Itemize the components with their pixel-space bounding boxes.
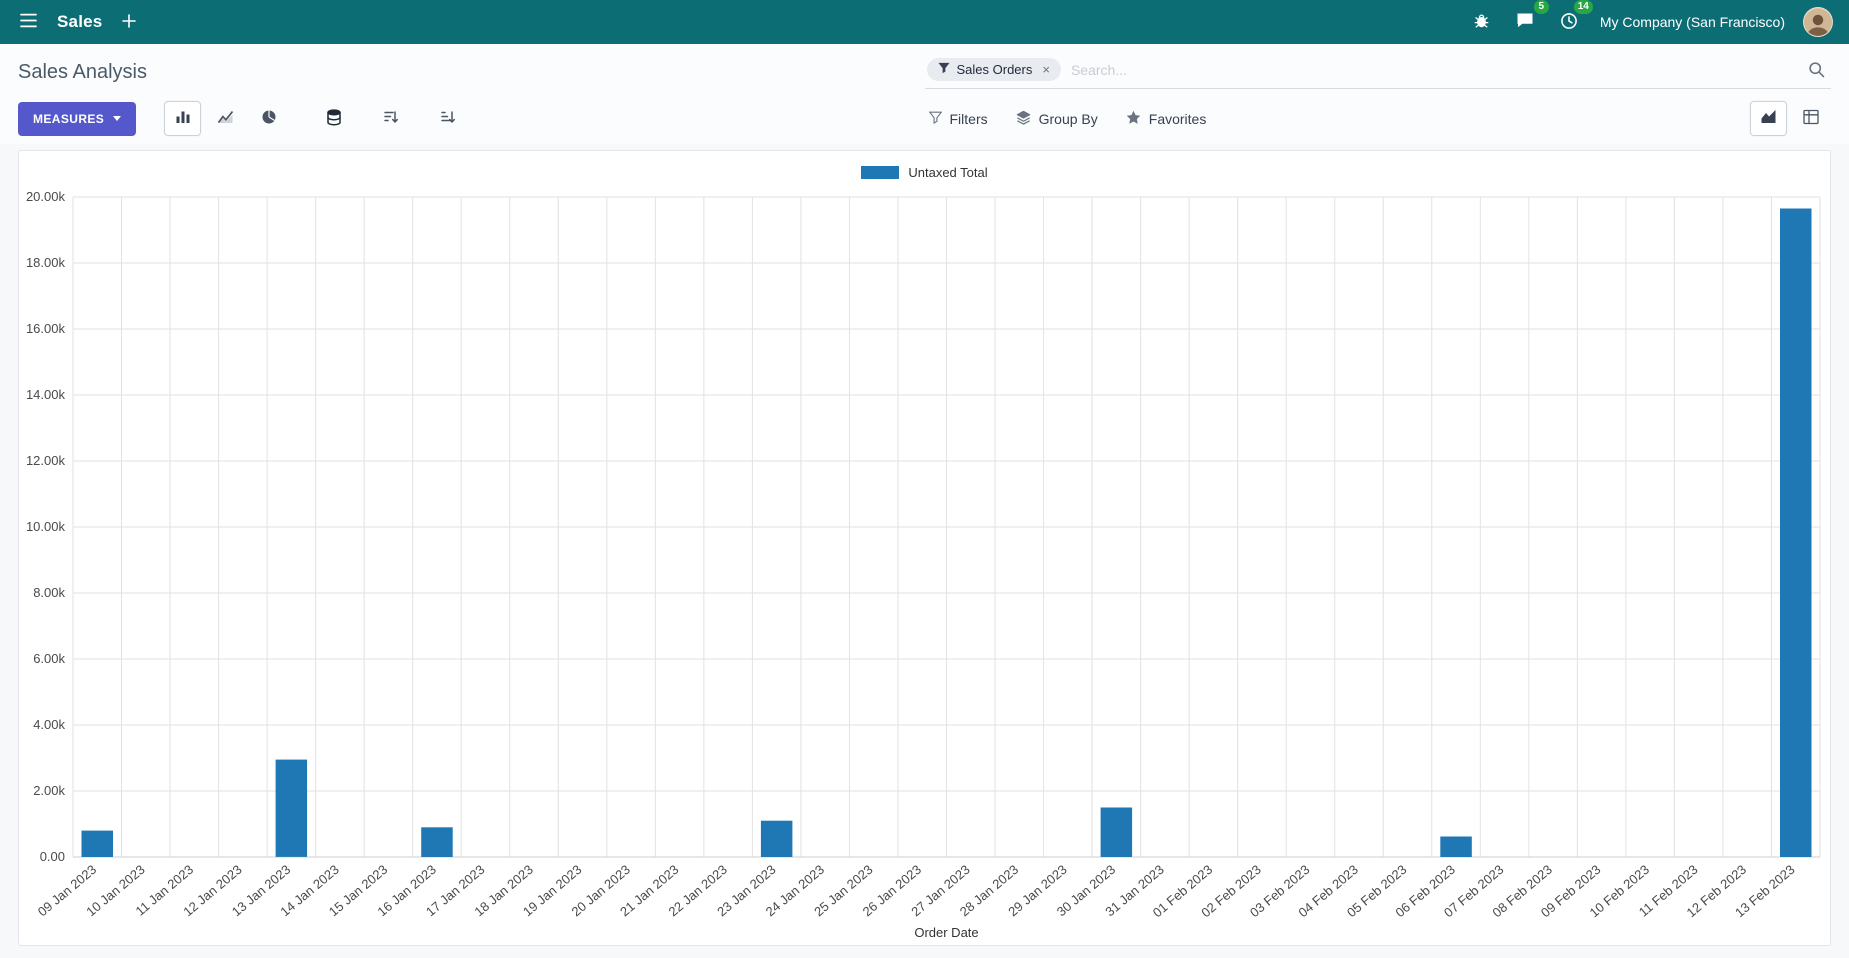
area-chart-icon — [1760, 109, 1777, 128]
svg-text:0.00: 0.00 — [40, 849, 65, 864]
svg-text:10.00k: 10.00k — [26, 519, 66, 534]
facet-remove-button[interactable]: × — [1042, 62, 1050, 77]
graph-view-button[interactable] — [1750, 101, 1787, 136]
svg-text:16.00k: 16.00k — [26, 321, 66, 336]
hamburger-menu-icon — [20, 13, 37, 31]
layers-icon — [1016, 110, 1031, 128]
filters-label: Filters — [949, 110, 988, 127]
group-by-menu-button[interactable]: Group By — [1016, 110, 1098, 128]
search-bar[interactable]: Sales Orders × — [924, 56, 1831, 89]
svg-text:Order Date: Order Date — [914, 925, 978, 940]
company-switcher[interactable]: My Company (San Francisco) — [1599, 14, 1785, 30]
app-name[interactable]: Sales — [57, 12, 103, 31]
bar-chart-view-button[interactable] — [164, 101, 202, 136]
svg-text:6.00k: 6.00k — [33, 651, 65, 666]
filters-menu-button[interactable]: Filters — [928, 110, 988, 127]
chat-bubble-icon — [1516, 12, 1534, 32]
caret-down-icon — [113, 116, 122, 121]
star-icon — [1126, 110, 1141, 128]
top-navbar: Sales 5 14 My C — [0, 0, 1849, 44]
measures-label: MEASURES — [33, 111, 105, 126]
sort-descending-icon — [383, 109, 399, 128]
legend-swatch — [861, 165, 900, 179]
apps-menu-button[interactable] — [16, 9, 41, 35]
search-input[interactable] — [1070, 61, 1798, 78]
funnel-icon — [937, 62, 950, 77]
filters-funnel-icon — [928, 111, 942, 127]
group-by-label: Group By — [1038, 110, 1098, 127]
page-title: Sales Analysis — [18, 61, 147, 83]
search-facet: Sales Orders × — [926, 58, 1061, 81]
measures-button[interactable]: MEASURES — [18, 101, 137, 136]
svg-text:14.00k: 14.00k — [26, 387, 66, 402]
pivot-table-icon — [1802, 109, 1819, 128]
avatar-image — [1804, 9, 1832, 36]
svg-text:4.00k: 4.00k — [33, 717, 65, 732]
new-window-button[interactable] — [118, 10, 140, 35]
chart-card: Untaxed Total 0.00 2.00k 4.00k 6.00k 8.00k 10… — [18, 150, 1831, 946]
chart-legend[interactable]: Untaxed Total — [19, 159, 1830, 185]
search-facet-label: Sales Orders — [956, 62, 1033, 77]
bar-chart[interactable]: 0.00 2.00k 4.00k 6.00k 8.00k 10.00k 12.00k 14.0… — [19, 185, 1830, 945]
debug-button[interactable] — [1469, 8, 1494, 36]
svg-text:18.00k: 18.00k — [26, 255, 66, 270]
sort-ascending-icon — [440, 109, 456, 128]
line-chart-icon — [217, 109, 234, 128]
pie-chart-icon — [261, 109, 277, 128]
messages-count-badge: 5 — [1533, 0, 1549, 14]
control-panel: Sales Analysis Sales Orders × MEASURES — [0, 44, 1849, 144]
stacked-toggle-button[interactable] — [315, 101, 352, 136]
legend-label: Untaxed Total — [908, 164, 988, 180]
sort-descending-button[interactable] — [372, 101, 409, 136]
clock-icon — [1560, 12, 1578, 33]
sort-ascending-button[interactable] — [429, 101, 466, 136]
search-icon[interactable] — [1808, 61, 1825, 78]
line-chart-view-button[interactable] — [207, 101, 244, 136]
svg-text:8.00k: 8.00k — [33, 585, 65, 600]
bug-icon — [1473, 12, 1490, 32]
stacked-database-icon — [326, 108, 342, 129]
svg-text:2.00k: 2.00k — [33, 783, 65, 798]
svg-text:20.00k: 20.00k — [26, 189, 66, 204]
bar-chart-icon — [175, 109, 191, 128]
pie-chart-view-button[interactable] — [250, 101, 287, 136]
user-avatar[interactable] — [1803, 7, 1833, 37]
svg-text:12.00k: 12.00k — [26, 453, 66, 468]
favorites-label: Favorites — [1148, 110, 1207, 127]
activities-button[interactable]: 14 — [1556, 0, 1593, 37]
messages-button[interactable]: 5 — [1512, 0, 1549, 36]
plus-icon — [122, 13, 137, 31]
favorites-menu-button[interactable]: Favorites — [1126, 110, 1207, 128]
activities-count-badge: 14 — [1573, 0, 1593, 14]
view-switcher — [1750, 101, 1829, 136]
pivot-view-button[interactable] — [1792, 101, 1829, 136]
